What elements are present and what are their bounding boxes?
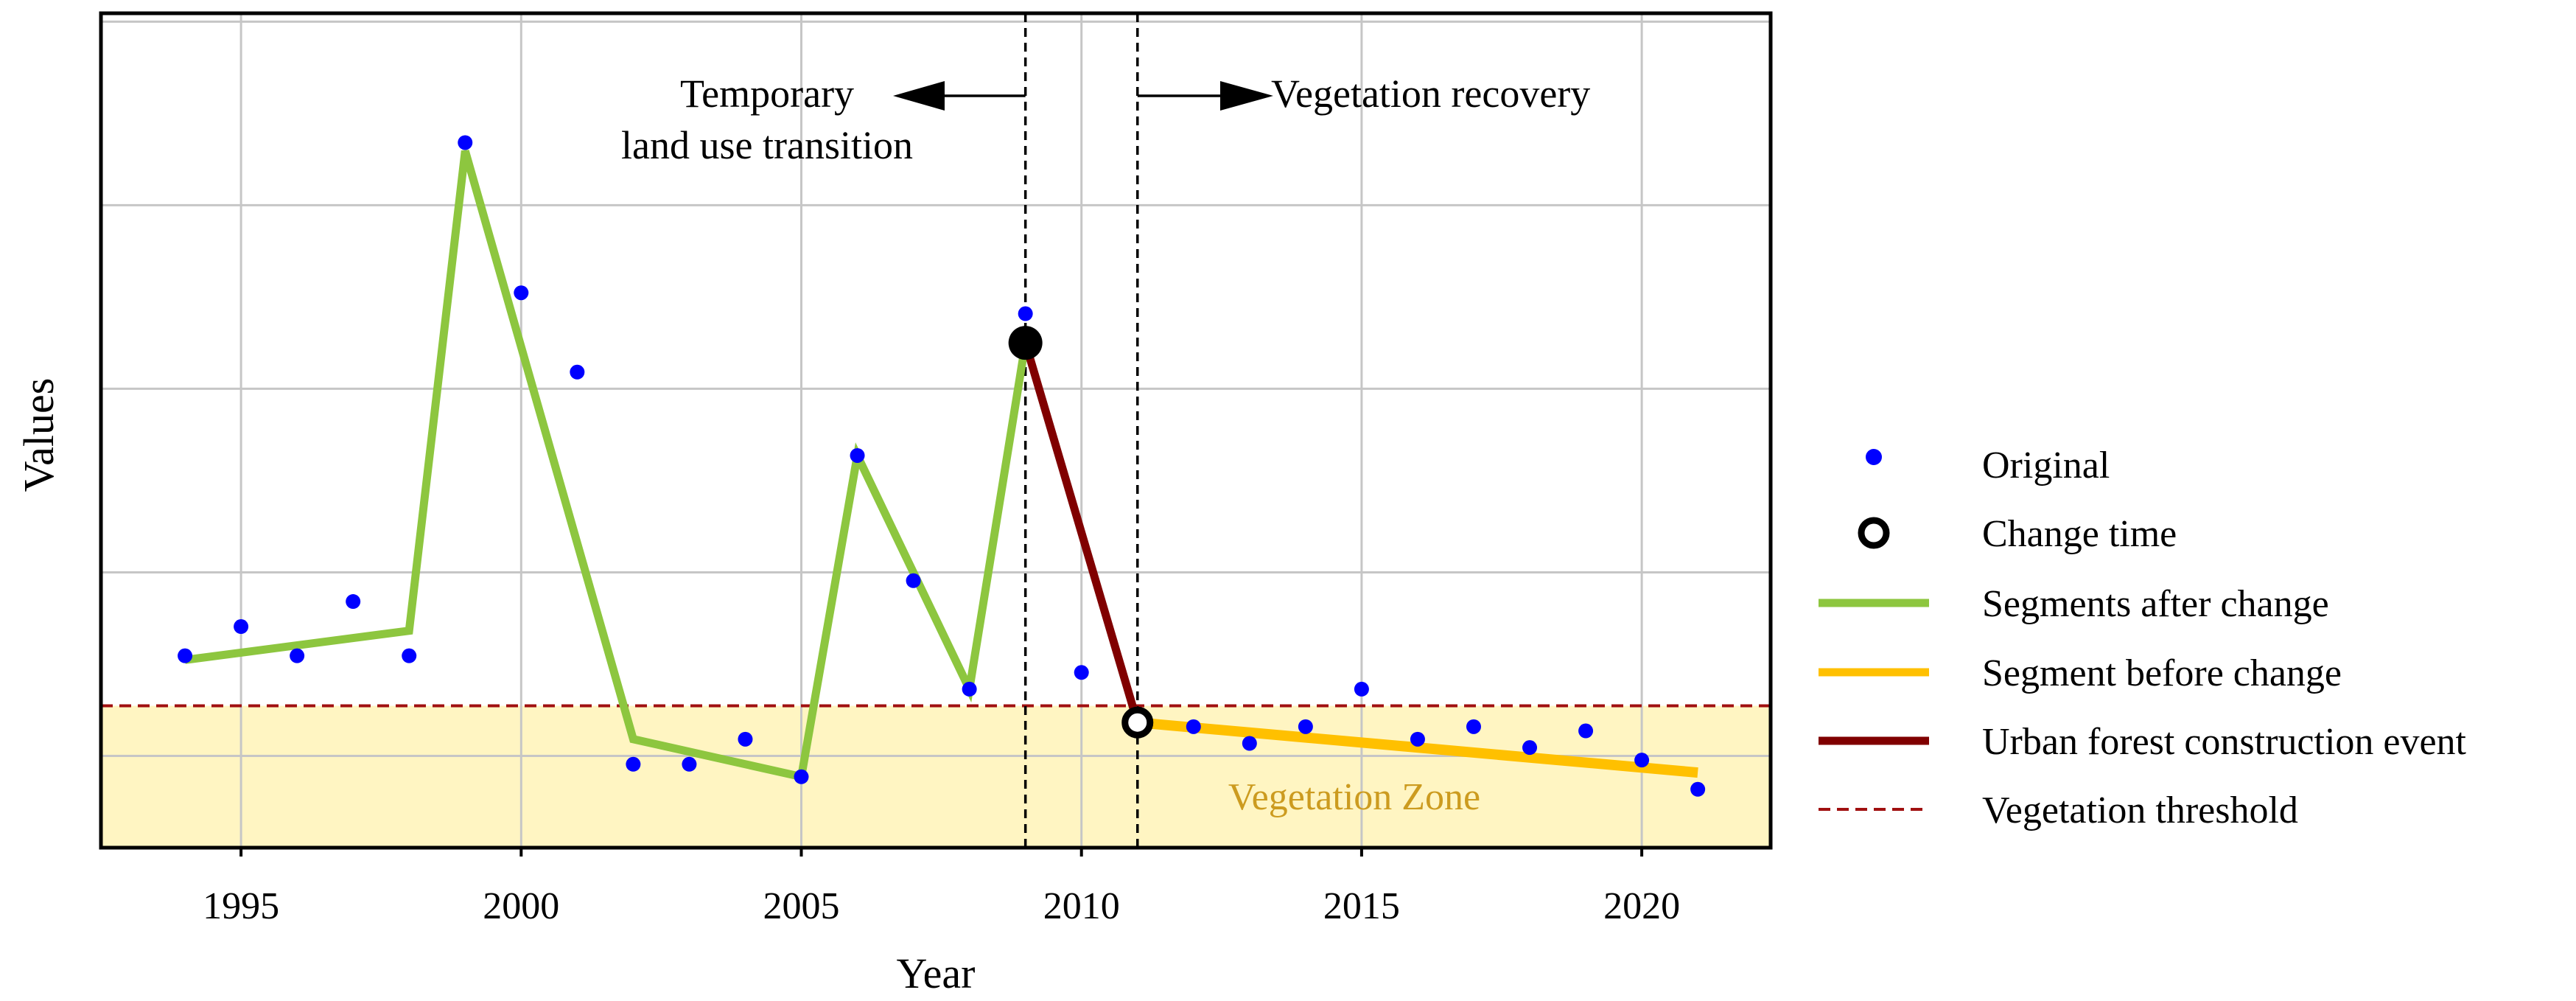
original-point xyxy=(1242,736,1257,751)
x-tick-label: 2020 xyxy=(1603,885,1680,927)
original-point xyxy=(1466,719,1481,734)
original-point xyxy=(1578,723,1594,739)
original-point xyxy=(682,756,697,772)
arrow-right-head xyxy=(1220,81,1273,111)
original-point xyxy=(402,648,417,663)
vegetation-zone xyxy=(101,705,1771,848)
plot-frame xyxy=(99,11,1773,850)
original-point xyxy=(1690,781,1706,797)
legend-swatch-original xyxy=(1866,449,1882,465)
legend: Original Change time Segments after change… xyxy=(1819,444,2467,831)
x-tick-label: 2005 xyxy=(763,885,840,927)
x-tick-label: 2015 xyxy=(1323,885,1400,927)
original-point xyxy=(178,648,193,663)
legend-label: Change time xyxy=(1982,513,2177,555)
original-point xyxy=(1522,740,1538,756)
legend-label: Urban forest construction event xyxy=(1982,721,2467,763)
original-point xyxy=(570,364,585,380)
original-point xyxy=(794,769,809,784)
x-tick-label: 2010 xyxy=(1043,885,1120,927)
segments-after-change-line xyxy=(184,150,1030,782)
legend-label: Segments after change xyxy=(1982,583,2329,625)
original-point xyxy=(346,594,361,610)
change-point-open xyxy=(1121,706,1154,739)
original-point xyxy=(1410,731,1425,747)
original-point xyxy=(626,756,641,772)
original-point xyxy=(850,447,865,463)
vegetation-zone-label: Vegetation Zone xyxy=(1228,776,1480,818)
original-point xyxy=(234,619,249,635)
annotation-land-use: land use transition xyxy=(621,123,913,167)
original-point xyxy=(290,648,305,663)
annotation-vegetation-recovery: Vegetation recovery xyxy=(1271,72,1590,116)
annotation-temporary: Temporary xyxy=(680,72,854,116)
x-tick-label: 1995 xyxy=(203,885,279,927)
y-axis-label: Values xyxy=(15,378,63,492)
x-axis-label: Year xyxy=(897,949,976,997)
original-point xyxy=(962,681,977,697)
legend-swatch-change-time xyxy=(1858,517,1890,549)
original-point xyxy=(458,135,473,150)
original-point xyxy=(514,285,529,301)
urban-forest-event-line xyxy=(1021,341,1141,724)
original-point xyxy=(1634,753,1650,768)
arrow-left-head xyxy=(893,81,945,111)
original-point xyxy=(1074,665,1089,680)
original-point xyxy=(1298,719,1313,734)
original-point xyxy=(1186,719,1201,734)
original-point xyxy=(906,573,921,588)
x-tick-label: 2000 xyxy=(483,885,559,927)
original-point xyxy=(738,731,753,747)
legend-label: Vegetation threshold xyxy=(1982,789,2298,831)
change-point-filled xyxy=(1008,326,1043,360)
original-point xyxy=(1354,681,1369,697)
legend-label: Original xyxy=(1982,444,2110,486)
segment-before-change-line xyxy=(1137,717,1698,778)
legend-label: Segment before change xyxy=(1982,652,2342,694)
original-point xyxy=(1018,306,1033,321)
